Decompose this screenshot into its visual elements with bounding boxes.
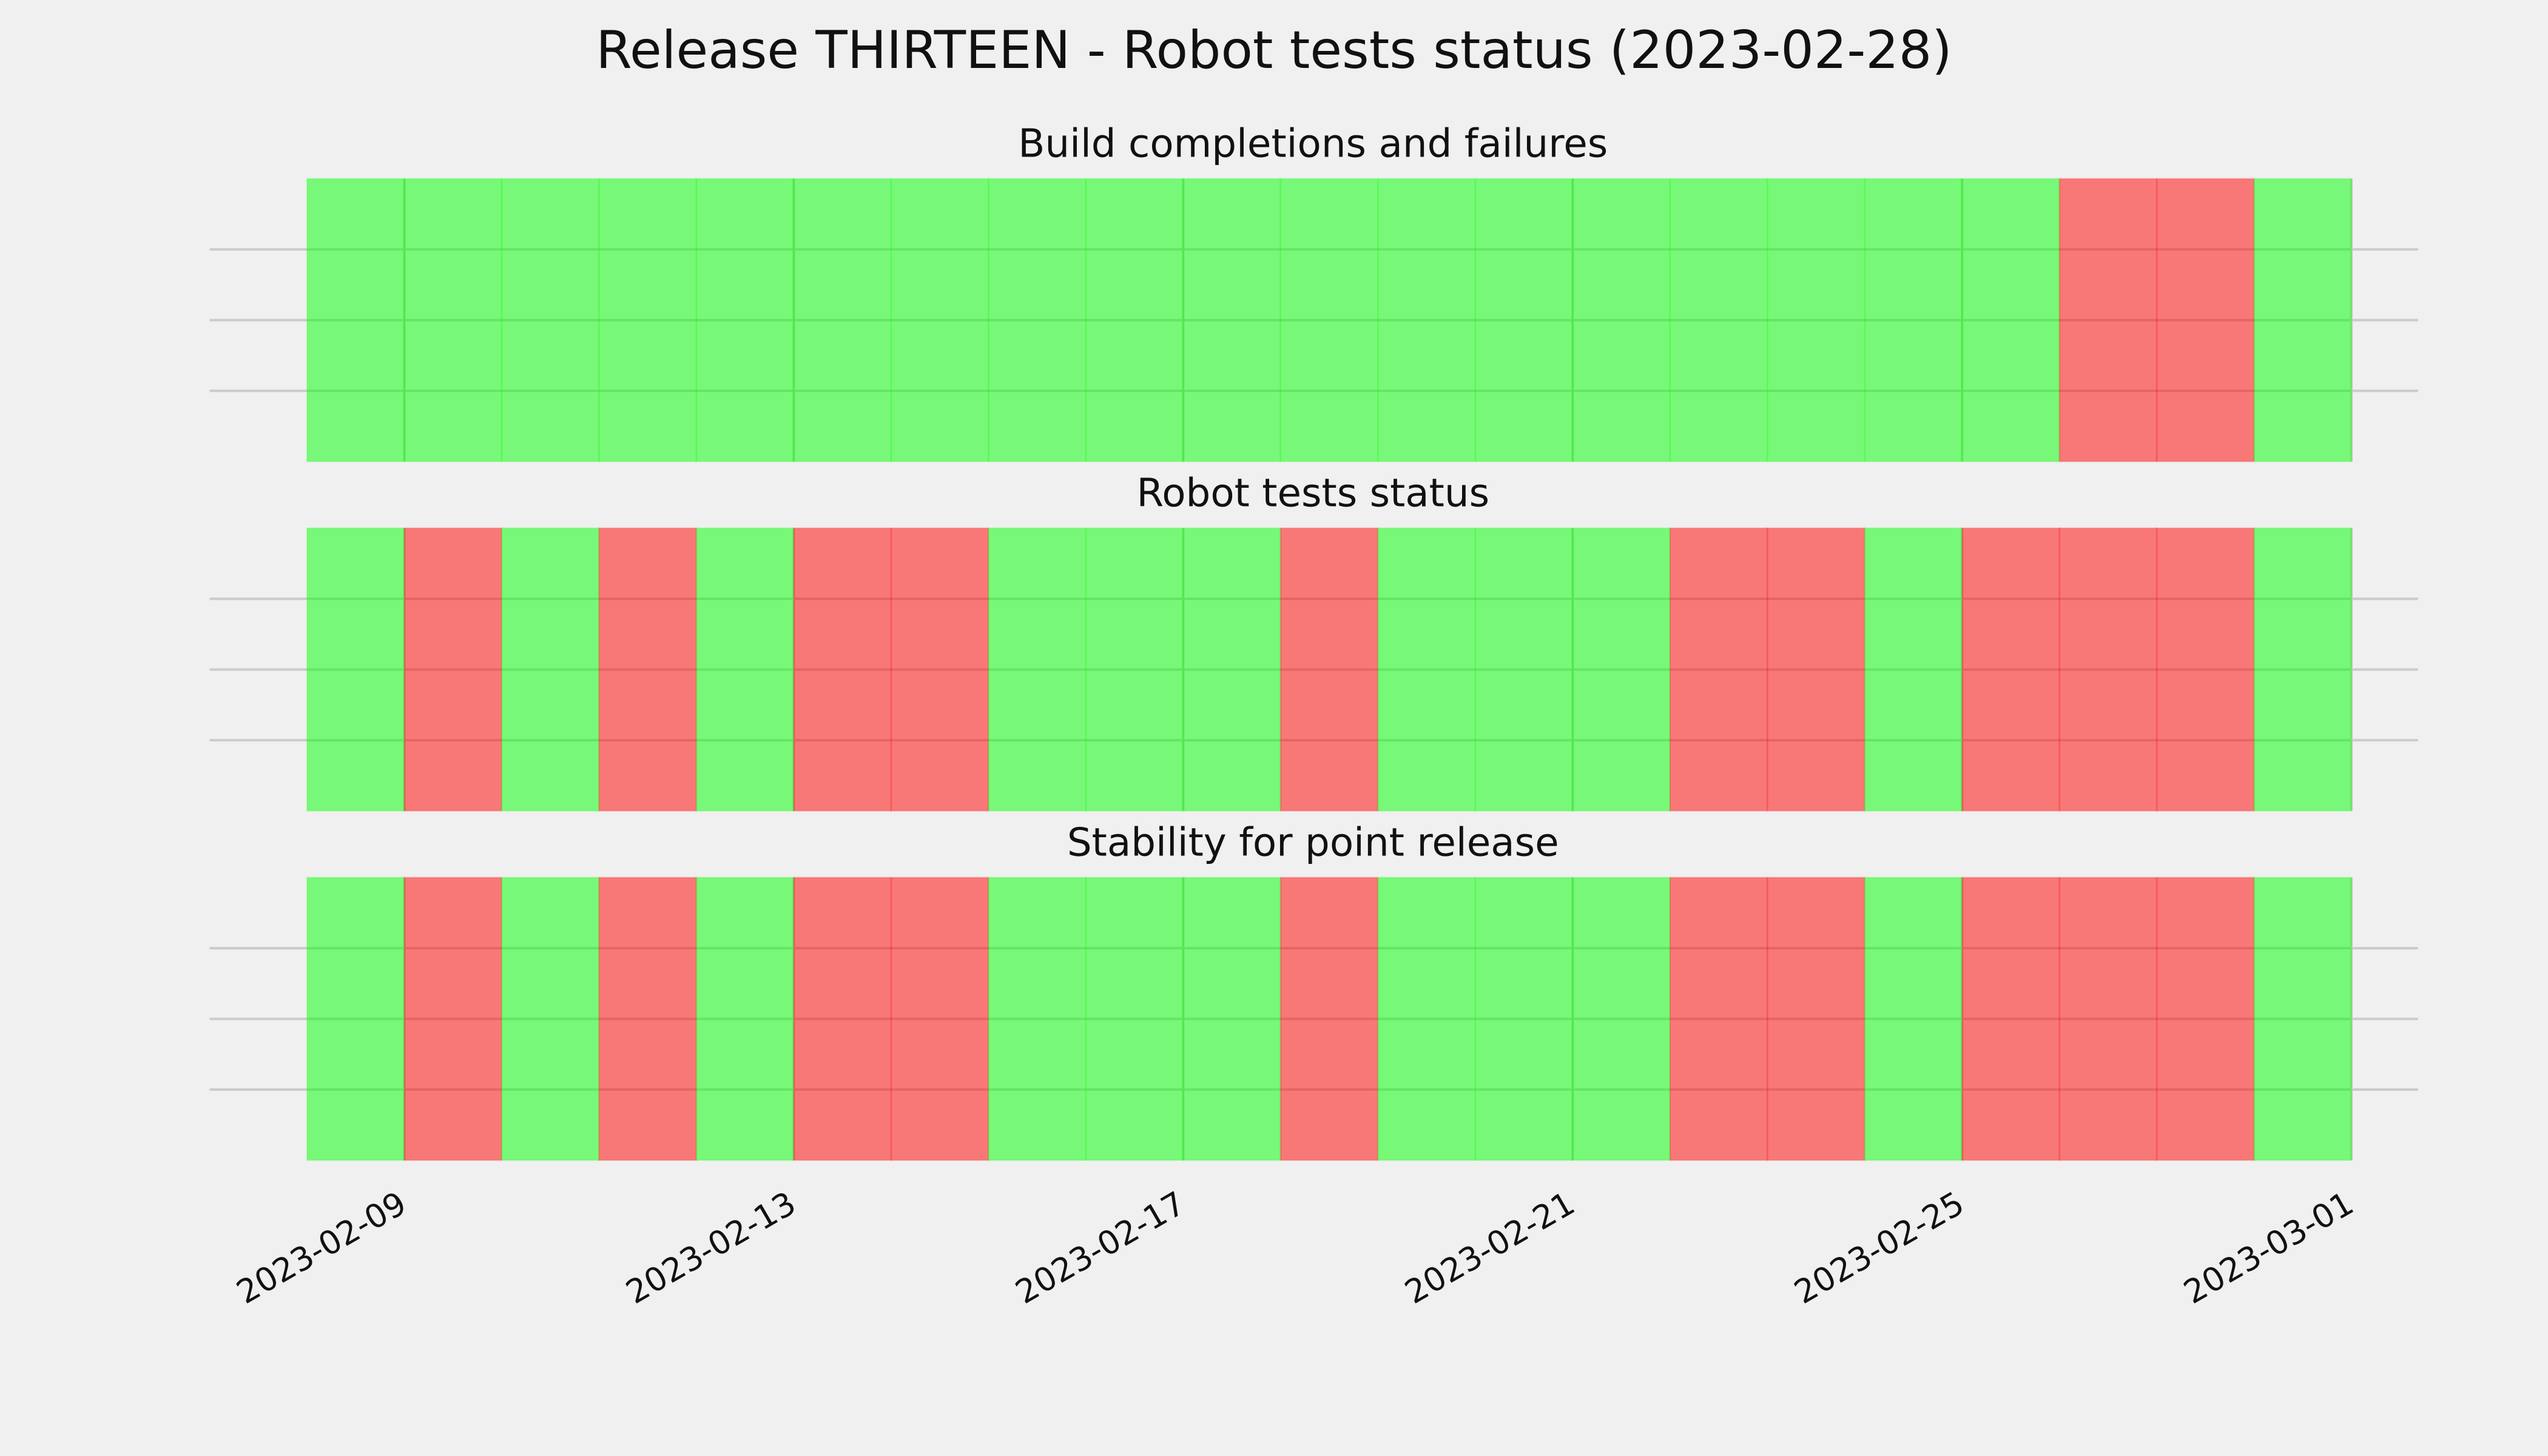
status-bar xyxy=(793,178,892,463)
status-bar xyxy=(890,877,989,1161)
status-bar xyxy=(1279,527,1379,812)
status-bar xyxy=(306,178,405,463)
status-bar xyxy=(2155,178,2255,463)
status-bar xyxy=(1669,527,1768,812)
status-bar xyxy=(598,178,698,463)
status-bar xyxy=(2253,877,2353,1161)
status-bar xyxy=(1377,527,1477,812)
chart-title: Release THIRTEEN - Robot tests status (2… xyxy=(596,20,1952,81)
status-bar xyxy=(2155,877,2255,1161)
status-bar xyxy=(1182,527,1282,812)
status-bar xyxy=(2058,178,2158,463)
status-bar xyxy=(1669,178,1768,463)
status-bar xyxy=(793,527,892,812)
status-bar xyxy=(403,877,503,1161)
status-bar xyxy=(1474,178,1574,463)
status-bar xyxy=(1085,178,1184,463)
panel-title: Robot tests status xyxy=(1136,471,1489,516)
status-bar xyxy=(1182,178,1282,463)
status-bar xyxy=(598,527,698,812)
status-bar xyxy=(500,527,600,812)
x-tick-label: 2023-02-21 xyxy=(1398,1184,1581,1312)
panel-title: Build completions and failures xyxy=(1018,121,1608,167)
status-bar xyxy=(1864,877,1963,1161)
status-bar xyxy=(1182,877,1282,1161)
status-bar xyxy=(793,877,892,1161)
status-bar xyxy=(2058,527,2158,812)
status-bar xyxy=(1474,527,1574,812)
status-bar xyxy=(1377,877,1477,1161)
x-tick-label: 2023-02-17 xyxy=(1009,1184,1191,1312)
status-bar xyxy=(403,527,503,812)
status-bar xyxy=(695,178,795,463)
status-bar xyxy=(1571,527,1671,812)
status-bar xyxy=(500,877,600,1161)
status-bar xyxy=(890,527,989,812)
status-bar xyxy=(695,877,795,1161)
status-bar xyxy=(695,527,795,812)
status-bar xyxy=(1571,178,1671,463)
status-bar xyxy=(1766,877,1866,1161)
status-bar xyxy=(500,178,600,463)
status-bar xyxy=(2253,178,2353,463)
status-bar xyxy=(1669,877,1768,1161)
status-bar xyxy=(890,178,989,463)
status-bar xyxy=(1961,527,2061,812)
status-bar xyxy=(1279,877,1379,1161)
status-bar xyxy=(2253,527,2353,812)
status-bar xyxy=(1279,178,1379,463)
x-tick-label: 2023-02-13 xyxy=(619,1184,802,1312)
status-bar xyxy=(1377,178,1477,463)
status-bar xyxy=(306,527,405,812)
status-bar xyxy=(988,527,1087,812)
status-bar xyxy=(598,877,698,1161)
status-bar xyxy=(403,178,503,463)
status-bar xyxy=(306,877,405,1161)
x-tick-label: 2023-03-01 xyxy=(2177,1184,2360,1312)
status-bar xyxy=(1085,877,1184,1161)
status-bar xyxy=(1085,527,1184,812)
status-bar xyxy=(1571,877,1671,1161)
status-bar xyxy=(1961,178,2061,463)
x-tick-label: 2023-02-25 xyxy=(1788,1184,1970,1312)
panel-title: Stability for point release xyxy=(1067,820,1559,865)
status-bar xyxy=(1474,877,1574,1161)
status-bar xyxy=(2155,527,2255,812)
status-bar xyxy=(1766,178,1866,463)
status-bar xyxy=(2058,877,2158,1161)
status-bar xyxy=(988,178,1087,463)
status-bar xyxy=(1864,527,1963,812)
x-tick-label: 2023-02-09 xyxy=(230,1184,413,1312)
status-bar xyxy=(1766,527,1866,812)
status-bar xyxy=(1864,178,1963,463)
status-bar xyxy=(988,877,1087,1161)
status-bar xyxy=(1961,877,2061,1161)
